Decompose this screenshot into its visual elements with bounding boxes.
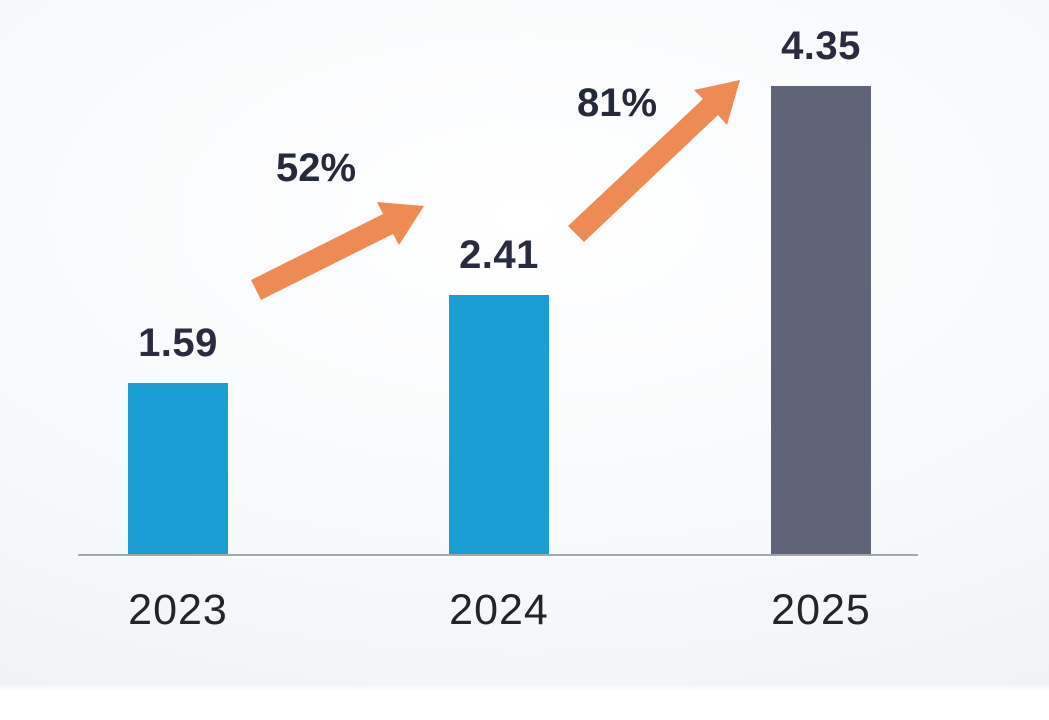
x-tick-label-2024: 2024 [449, 586, 549, 634]
bar-2024 [449, 295, 549, 554]
bar-2023 [128, 383, 228, 554]
growth-percent-label-2023-2024: 52% [275, 146, 357, 190]
value-label-2023: 1.59 [138, 321, 218, 365]
growth-percent-label-2024-2025: 81% [576, 81, 658, 125]
x-tick-label-2025: 2025 [771, 586, 871, 634]
x-tick-label-2023: 2023 [128, 586, 228, 634]
bar-2025 [771, 86, 871, 554]
value-label-2025: 4.35 [781, 24, 861, 68]
value-label-2024: 2.41 [459, 233, 539, 277]
x-axis-line [78, 554, 918, 556]
